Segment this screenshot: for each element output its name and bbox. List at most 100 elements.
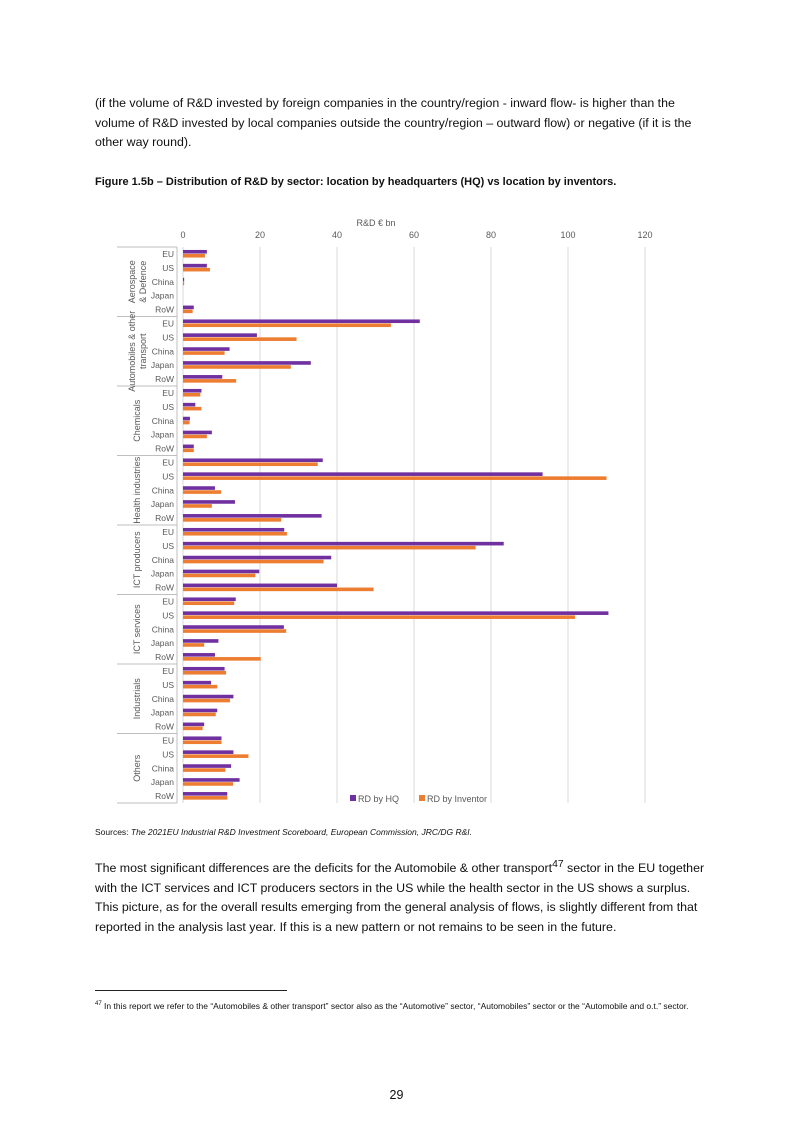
category-label: RoW	[155, 583, 174, 593]
sector-label-line: Chemicals	[132, 399, 142, 442]
category-label: EU	[162, 457, 174, 467]
bar-hq	[183, 666, 225, 671]
bar-inventor	[183, 434, 207, 439]
bar-inventor	[183, 573, 256, 578]
bar-inventor	[183, 267, 210, 272]
rd-by-sector-chart: R&D € bn 0 20 40 60 80 100 120 Aerospace& Defe…	[117, 218, 653, 804]
sector-labels: Aerospace& Defence Automobiles & othertra…	[127, 260, 148, 782]
bar-inventor	[183, 698, 230, 703]
legend-label-inventor: RD by Inventor	[427, 794, 487, 804]
footnote: 47 In this report we refer to the “Autom…	[95, 998, 695, 1012]
category-label: RoW	[155, 374, 174, 384]
bar-hq	[183, 778, 240, 782]
footnote-text: In this report we refer to the “Automobi…	[101, 1000, 689, 1011]
bars	[183, 249, 609, 800]
bar-hq	[183, 514, 322, 518]
bar-hq	[183, 653, 215, 657]
category-label: Japan	[151, 360, 174, 370]
bar-hq	[183, 347, 230, 351]
bar-hq	[183, 458, 323, 463]
bar-inventor	[183, 323, 391, 328]
bar-hq	[183, 527, 285, 532]
bar-hq	[183, 764, 232, 768]
bar-hq	[183, 708, 218, 713]
sector-label-line: transport	[138, 333, 148, 369]
bar-hq	[183, 639, 219, 643]
bar-hq	[183, 333, 257, 337]
legend: RD by HQ RD by Inventor	[350, 794, 487, 804]
bar-hq	[183, 444, 194, 449]
bar-hq	[183, 277, 185, 282]
bar-inventor	[183, 587, 374, 592]
bar-hq	[183, 541, 504, 546]
bar-hq	[183, 555, 332, 560]
category-label: China	[152, 416, 174, 426]
bar-inventor	[183, 476, 607, 480]
bar-inventor	[183, 406, 202, 411]
figure-title: Figure 1.5b – Distribution of R&D by sec…	[95, 176, 617, 188]
footnote-reference[interactable]: 47	[552, 859, 564, 870]
category-label: US	[162, 471, 174, 481]
bar-inventor	[183, 601, 235, 606]
bar-inventor	[183, 351, 225, 355]
bar-inventor	[183, 281, 185, 286]
bar-inventor	[183, 545, 476, 550]
sector-label: Health industries	[132, 456, 142, 524]
sector-label: Chemicals	[132, 399, 142, 442]
bar-inventor	[183, 796, 228, 800]
bar-hq	[183, 792, 228, 796]
sector-label: ICT services	[132, 604, 142, 654]
bar-inventor	[183, 531, 287, 536]
bar-hq	[183, 263, 207, 268]
bar-inventor	[183, 559, 324, 564]
category-label: China	[152, 694, 174, 704]
category-label: China	[152, 277, 174, 287]
x-axis-title: R&D € bn	[356, 218, 395, 228]
category-label: Japan	[151, 708, 174, 718]
sources-label: Sources:	[95, 827, 131, 837]
x-tick-label: 20	[255, 230, 265, 240]
bar-inventor	[183, 309, 193, 314]
footnote-divider	[95, 990, 287, 991]
category-label: China	[152, 485, 174, 495]
sector-label: Aerospace& Defence	[127, 260, 148, 303]
bar-hq	[183, 750, 234, 754]
category-label: EU	[162, 388, 174, 398]
sources-note: Sources: The 2021EU Industrial R&D Inves…	[95, 827, 472, 837]
x-tick-label: 40	[332, 230, 342, 240]
category-label: EU	[162, 249, 174, 259]
category-label: China	[152, 555, 174, 565]
bar-inventor	[183, 337, 297, 341]
bar-hq	[183, 402, 196, 407]
bar-hq	[183, 597, 236, 602]
bar-inventor	[183, 490, 222, 494]
bar-inventor	[183, 420, 190, 425]
sector-label-line: Health industries	[132, 456, 142, 524]
x-tick-label: 60	[409, 230, 419, 240]
category-labels: EU US China Japan RoW EU US China Japan RoW EU US Ch…	[151, 249, 174, 801]
category-label: Japan	[151, 569, 174, 579]
bar-inventor	[183, 643, 205, 647]
bar-inventor	[183, 726, 203, 731]
x-axis-ticks: 0 20 40 60 80 100 120	[180, 230, 652, 240]
sector-label-line: Automobiles & other	[127, 311, 137, 392]
category-label: RoW	[155, 305, 174, 315]
category-label: EU	[162, 318, 174, 328]
bar-hq	[183, 472, 543, 476]
category-label: RoW	[155, 513, 174, 523]
bar-inventor	[183, 379, 237, 383]
footnote-number: 47	[95, 1001, 102, 1007]
category-label: EU	[162, 666, 174, 676]
bar-hq	[183, 694, 234, 699]
category-label: RoW	[155, 652, 174, 662]
category-label: EU	[162, 735, 174, 745]
bar-hq	[183, 500, 235, 504]
sector-label: Automobiles & othertransport	[127, 311, 148, 392]
category-label: US	[162, 402, 174, 412]
sector-separators	[117, 246, 178, 804]
category-label: Japan	[151, 291, 174, 301]
bar-inventor	[183, 684, 218, 689]
bar-hq	[183, 416, 190, 421]
bar-hq	[183, 305, 194, 310]
bar-inventor	[183, 670, 227, 675]
